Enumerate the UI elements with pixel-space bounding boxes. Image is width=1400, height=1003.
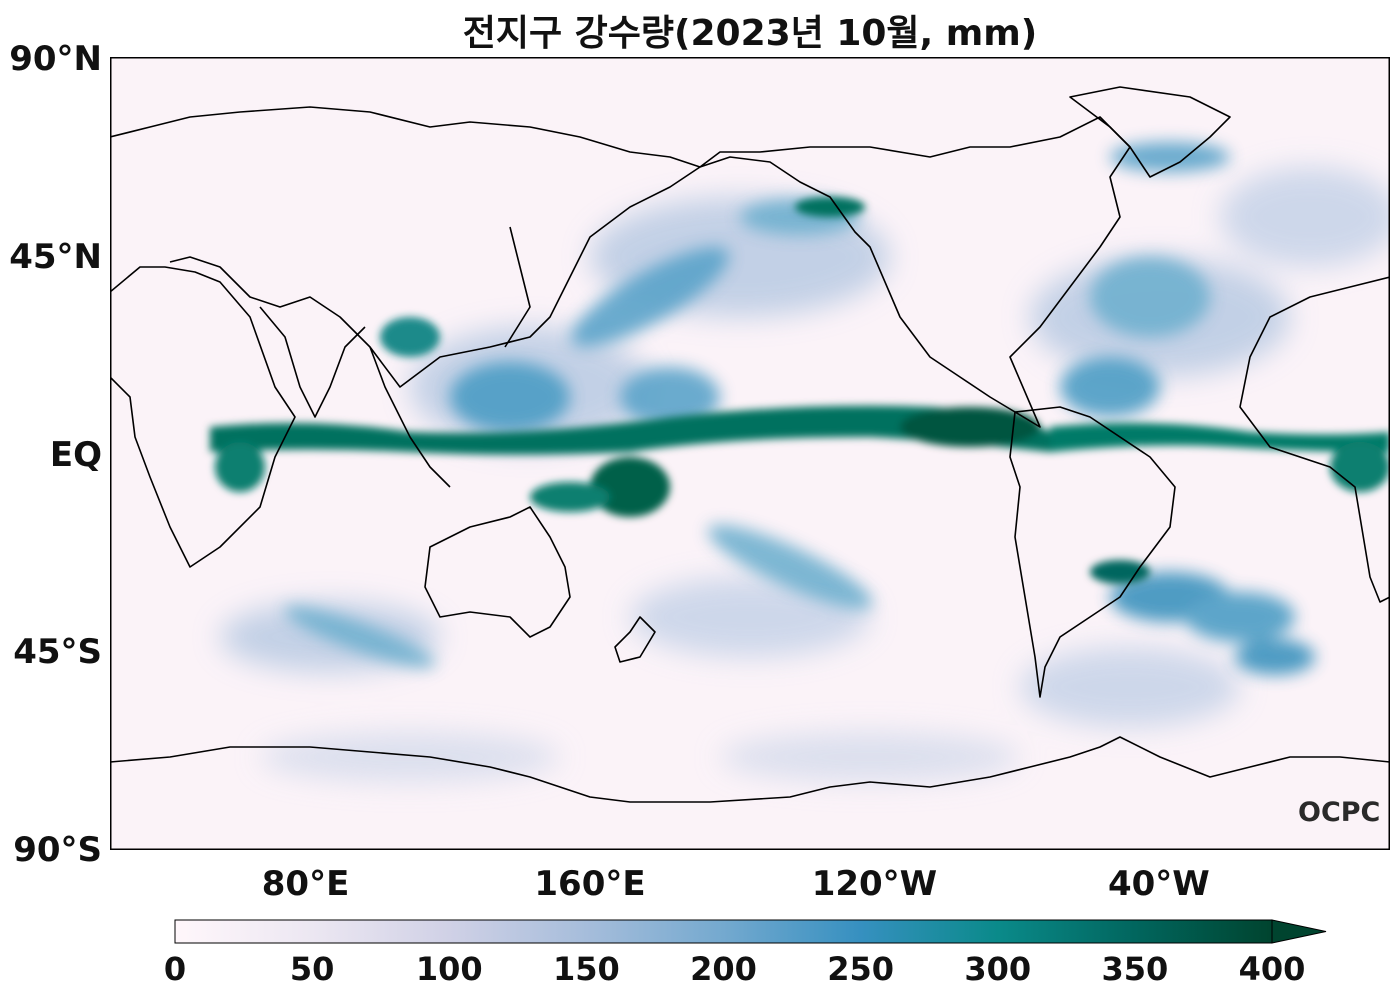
antarctica-coastline <box>110 736 1390 803</box>
precip-medium-bands <box>284 142 1315 675</box>
map-background <box>110 57 1390 850</box>
lon-tick-80e: 80°E <box>261 864 350 904</box>
australia-coastline <box>424 506 571 638</box>
africa-coastline <box>110 266 296 568</box>
ocpc-logo: OCPC <box>1298 797 1381 828</box>
page-title: 전지구 강수량(2023년 10월, mm) <box>462 13 1038 54</box>
lon-tick-40w: 40°W <box>1107 864 1210 904</box>
colorbar-tick-250: 250 <box>827 950 895 988</box>
colorbar-tick-200: 200 <box>690 950 757 988</box>
north-america-coastline <box>699 116 1131 428</box>
colorbar-tick-300: 300 <box>964 950 1032 988</box>
south-america-coastline <box>1009 406 1176 698</box>
japan-coastline <box>504 226 531 348</box>
colorbar-tick-100: 100 <box>415 950 483 988</box>
lat-tick-90s: 90°S <box>13 830 102 870</box>
lat-tick-45n: 45°N <box>9 237 102 277</box>
southeast-asia-coastline <box>369 346 451 488</box>
eurasia-coastline <box>110 106 701 388</box>
colorbar-tick-150: 150 <box>552 950 620 988</box>
colorbar-tick-50: 50 <box>289 950 335 988</box>
coastlines <box>110 86 1390 803</box>
colorbar-tick-0: 0 <box>163 950 187 988</box>
lon-tick-160e: 160°E <box>534 864 646 904</box>
lat-tick-eq: EQ <box>49 435 102 475</box>
precipitation-map <box>110 57 1390 850</box>
india-coastline <box>259 306 366 418</box>
lon-tick-120w: 120°W <box>811 864 938 904</box>
colorbar-extend-arrow <box>1271 919 1327 944</box>
greenland-coastline <box>1069 86 1231 178</box>
map-frame <box>110 57 1390 850</box>
lat-tick-90n: 90°N <box>9 39 102 79</box>
new-zealand-coastline <box>614 616 656 663</box>
africa-west-coastline <box>1239 276 1390 603</box>
colorbar-tick-350: 350 <box>1101 950 1169 988</box>
colorbar-scale <box>174 919 1273 944</box>
colorbar-tick-400: 400 <box>1238 950 1306 988</box>
lat-tick-45s: 45°S <box>13 632 102 672</box>
